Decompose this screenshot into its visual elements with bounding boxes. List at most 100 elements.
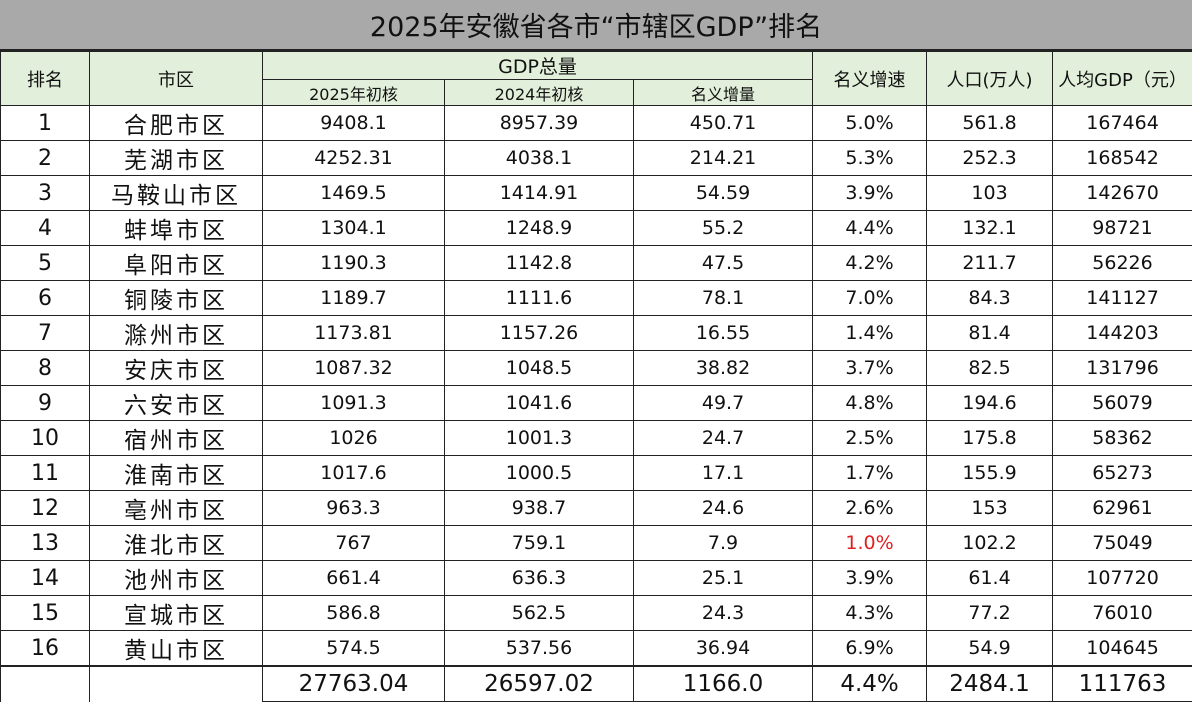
cell-rank: 11 <box>1 456 90 491</box>
totals-rank-blank <box>1 666 90 702</box>
cell-gdp-2024: 938.7 <box>445 491 634 526</box>
cell-rank: 13 <box>1 526 90 561</box>
cell-gdp-2025: 1087.32 <box>263 351 445 386</box>
cell-rank: 10 <box>1 421 90 456</box>
cell-population: 132.1 <box>927 211 1053 246</box>
table-header: 排名 市区 GDP总量 名义增速 人口(万人) 人均GDP（元） 2025年初核… <box>1 52 1192 106</box>
cell-population: 194.6 <box>927 386 1053 421</box>
cell-city: 马鞍山市区 <box>90 176 263 211</box>
cell-per-capita: 144203 <box>1053 316 1192 351</box>
cell-increase: 214.21 <box>634 141 813 176</box>
cell-per-capita: 65273 <box>1053 456 1192 491</box>
totals-city-blank <box>90 666 263 702</box>
cell-rank: 1 <box>1 106 90 141</box>
cell-gdp-2024: 537.56 <box>445 631 634 667</box>
cell-growth: 3.9% <box>813 176 927 211</box>
cell-gdp-2024: 759.1 <box>445 526 634 561</box>
cell-growth: 4.3% <box>813 596 927 631</box>
cell-rank: 7 <box>1 316 90 351</box>
cell-growth: 2.6% <box>813 491 927 526</box>
cell-city: 淮北市区 <box>90 526 263 561</box>
cell-increase: 24.6 <box>634 491 813 526</box>
cell-per-capita: 56079 <box>1053 386 1192 421</box>
cell-city: 滁州市区 <box>90 316 263 351</box>
cell-growth: 1.4% <box>813 316 927 351</box>
cell-gdp-2025: 1017.6 <box>263 456 445 491</box>
cell-gdp-2024: 8957.39 <box>445 106 634 141</box>
cell-per-capita: 167464 <box>1053 106 1192 141</box>
cell-gdp-2025: 1091.3 <box>263 386 445 421</box>
cell-gdp-2024: 1248.9 <box>445 211 634 246</box>
cell-increase: 38.82 <box>634 351 813 386</box>
total-per-capita: 111763 <box>1053 666 1192 702</box>
cell-growth: 4.2% <box>813 246 927 281</box>
cell-rank: 16 <box>1 631 90 667</box>
cell-population: 252.3 <box>927 141 1053 176</box>
cell-gdp-2025: 767 <box>263 526 445 561</box>
table-title: 2025年安徽省各市“市辖区GDP”排名 <box>0 0 1192 51</box>
cell-population: 175.8 <box>927 421 1053 456</box>
header-gdp-total: GDP总量 <box>263 52 813 80</box>
cell-per-capita: 104645 <box>1053 631 1192 667</box>
cell-gdp-2024: 1000.5 <box>445 456 634 491</box>
cell-city: 阜阳市区 <box>90 246 263 281</box>
cell-growth: 4.4% <box>813 211 927 246</box>
cell-per-capita: 62961 <box>1053 491 1192 526</box>
cell-per-capita: 107720 <box>1053 561 1192 596</box>
cell-gdp-2024: 4038.1 <box>445 141 634 176</box>
cell-gdp-2025: 661.4 <box>263 561 445 596</box>
cell-growth: 1.7% <box>813 456 927 491</box>
header-population: 人口(万人) <box>927 52 1053 106</box>
cell-growth: 3.7% <box>813 351 927 386</box>
cell-growth: 2.5% <box>813 421 927 456</box>
cell-gdp-2025: 1026 <box>263 421 445 456</box>
cell-gdp-2024: 1414.91 <box>445 176 634 211</box>
total-gdp-2024: 26597.02 <box>445 666 634 702</box>
cell-increase: 36.94 <box>634 631 813 667</box>
cell-increase: 55.2 <box>634 211 813 246</box>
cell-population: 561.8 <box>927 106 1053 141</box>
cell-city: 黄山市区 <box>90 631 263 667</box>
cell-per-capita: 131796 <box>1053 351 1192 386</box>
cell-growth: 5.0% <box>813 106 927 141</box>
total-population: 2484.1 <box>927 666 1053 702</box>
cell-gdp-2025: 1304.1 <box>263 211 445 246</box>
cell-gdp-2024: 1111.6 <box>445 281 634 316</box>
cell-growth: 4.8% <box>813 386 927 421</box>
cell-increase: 54.59 <box>634 176 813 211</box>
cell-increase: 7.9 <box>634 526 813 561</box>
cell-gdp-2024: 1001.3 <box>445 421 634 456</box>
cell-increase: 25.1 <box>634 561 813 596</box>
cell-increase: 24.7 <box>634 421 813 456</box>
cell-growth: 3.9% <box>813 561 927 596</box>
cell-gdp-2024: 1048.5 <box>445 351 634 386</box>
cell-city: 安庆市区 <box>90 351 263 386</box>
cell-increase: 16.55 <box>634 316 813 351</box>
cell-gdp-2025: 9408.1 <box>263 106 445 141</box>
cell-gdp-2024: 1041.6 <box>445 386 634 421</box>
cell-gdp-2025: 1173.81 <box>263 316 445 351</box>
header-increase: 名义增量 <box>634 80 813 106</box>
cell-city: 六安市区 <box>90 386 263 421</box>
cell-rank: 14 <box>1 561 90 596</box>
cell-gdp-2025: 1469.5 <box>263 176 445 211</box>
total-increase: 1166.0 <box>634 666 813 702</box>
cell-rank: 15 <box>1 596 90 631</box>
cell-per-capita: 142670 <box>1053 176 1192 211</box>
cell-rank: 5 <box>1 246 90 281</box>
cell-increase: 78.1 <box>634 281 813 316</box>
header-growth: 名义增速 <box>813 52 927 106</box>
cell-population: 84.3 <box>927 281 1053 316</box>
